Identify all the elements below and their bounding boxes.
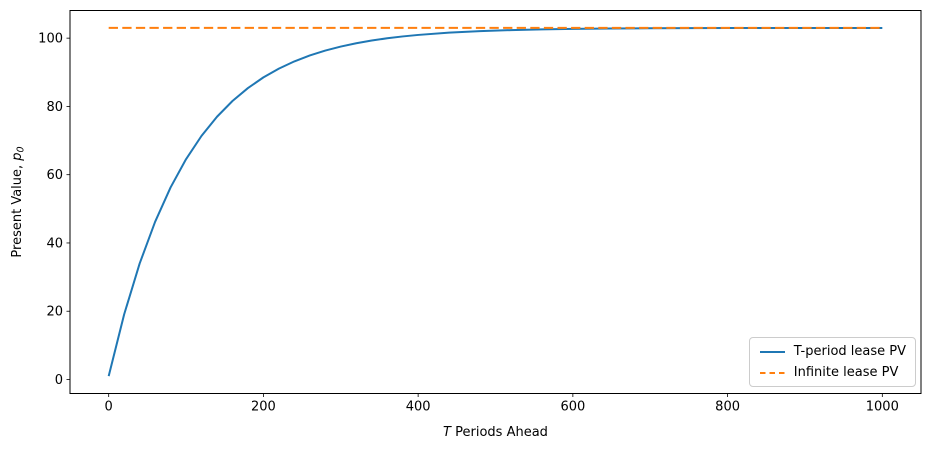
- x-tick-label: 400: [406, 400, 431, 415]
- y-tick-label: 60: [46, 168, 63, 183]
- y-tick-label: 40: [46, 236, 63, 251]
- y-axis-label: Present Value, p0: [10, 146, 27, 257]
- plot-spines: [69, 10, 922, 394]
- x-tick-label: 800: [715, 400, 740, 415]
- x-axis-label: T Periods Ahead: [443, 425, 548, 440]
- legend-line-sample-solid: [759, 350, 785, 353]
- x-tick-label: 1000: [866, 400, 899, 415]
- legend-label: T-period lease PV: [793, 344, 906, 359]
- x-tick-label: 0: [105, 400, 113, 415]
- x-tick-label: 600: [560, 400, 585, 415]
- y-tick-label: 0: [55, 373, 63, 388]
- y-tick-label: 20: [46, 305, 63, 320]
- legend: T-period lease PV Infinite lease PV: [748, 337, 916, 387]
- y-tick-label: 100: [38, 32, 63, 47]
- legend-label: Infinite lease PV: [793, 365, 899, 380]
- x-tick-label: 200: [251, 400, 276, 415]
- legend-item-t-period-lease: T-period lease PV: [759, 344, 906, 359]
- legend-item-infinite-lease: Infinite lease PV: [759, 365, 906, 380]
- y-tick-label: 80: [46, 100, 63, 115]
- legend-line-sample-dashed: [759, 371, 785, 374]
- series-line-t-period-lease: [107, 26, 883, 377]
